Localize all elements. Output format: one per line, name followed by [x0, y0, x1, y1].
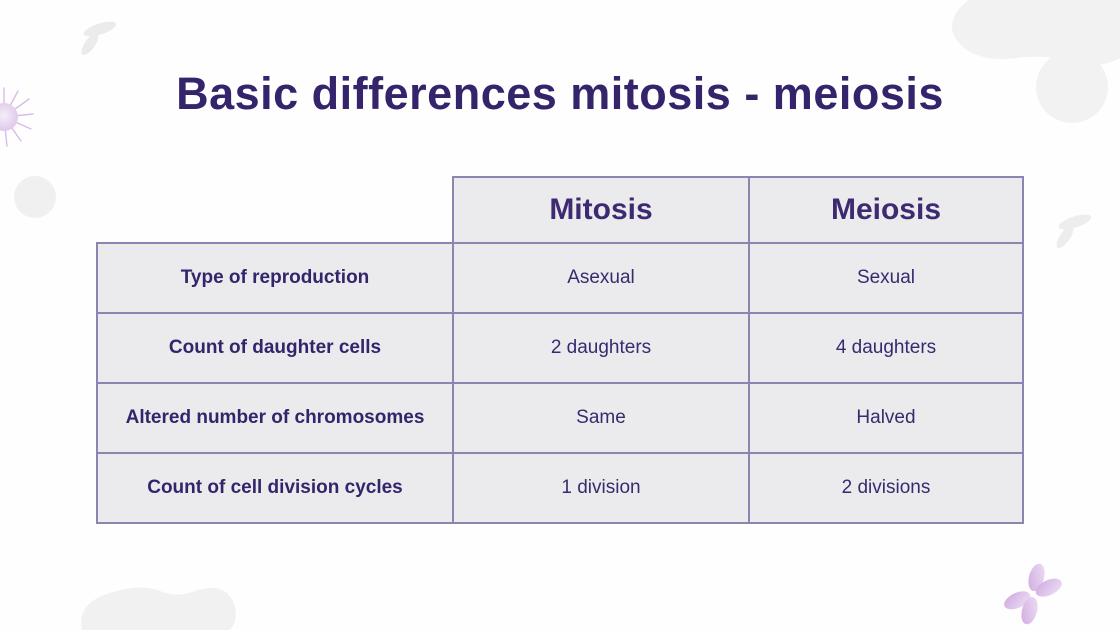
table-corner-cell	[97, 177, 453, 243]
column-header-mitosis: Mitosis	[452, 176, 750, 244]
leaf-squiggle-icon	[1056, 214, 1092, 249]
column-header-meiosis: Meiosis	[748, 176, 1024, 244]
table-row: Count of cell division cycles 1 division…	[96, 452, 1024, 524]
comparison-table: Mitosis Meiosis Type of reproduction Ase…	[96, 176, 1024, 524]
mitosis-value: 1 division	[452, 452, 750, 524]
table-header-row: Mitosis Meiosis	[97, 176, 1024, 244]
row-label: Count of daughter cells	[96, 312, 454, 384]
dot-blob-shape	[14, 176, 56, 218]
meiosis-value: 4 daughters	[748, 312, 1024, 384]
leaf-squiggle-icon	[81, 21, 117, 56]
meiosis-value: Halved	[748, 382, 1024, 454]
table-row: Altered number of chromosomes Same Halve…	[96, 382, 1024, 454]
mitosis-value: 2 daughters	[452, 312, 750, 384]
table-row: Count of daughter cells 2 daughters 4 da…	[96, 312, 1024, 384]
mitosis-value: Asexual	[452, 242, 750, 314]
table-row: Type of reproduction Asexual Sexual	[96, 242, 1024, 314]
bottom-blob-shape	[81, 587, 236, 630]
row-label: Count of cell division cycles	[96, 452, 454, 524]
row-label: Altered number of chromosomes	[96, 382, 454, 454]
row-label: Type of reproduction	[96, 242, 454, 314]
mitosis-value: Same	[452, 382, 750, 454]
meiosis-value: Sexual	[748, 242, 1024, 314]
meiosis-value: 2 divisions	[748, 452, 1024, 524]
chromosome-icon	[1004, 563, 1062, 625]
slide-title: Basic differences mitosis - meiosis	[176, 68, 944, 119]
